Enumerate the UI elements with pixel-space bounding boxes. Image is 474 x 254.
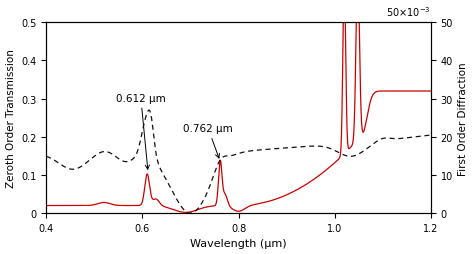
- Text: $50{\times}10^{-3}$: $50{\times}10^{-3}$: [386, 6, 431, 19]
- Y-axis label: First Order Diffraction: First Order Diffraction: [458, 62, 468, 175]
- Text: 0.762 μm: 0.762 μm: [183, 124, 233, 158]
- Text: 0.612 μm: 0.612 μm: [116, 93, 166, 170]
- X-axis label: Wavelength (μm): Wavelength (μm): [190, 239, 287, 248]
- Y-axis label: Zeroth Order Transmission: Zeroth Order Transmission: [6, 49, 16, 187]
